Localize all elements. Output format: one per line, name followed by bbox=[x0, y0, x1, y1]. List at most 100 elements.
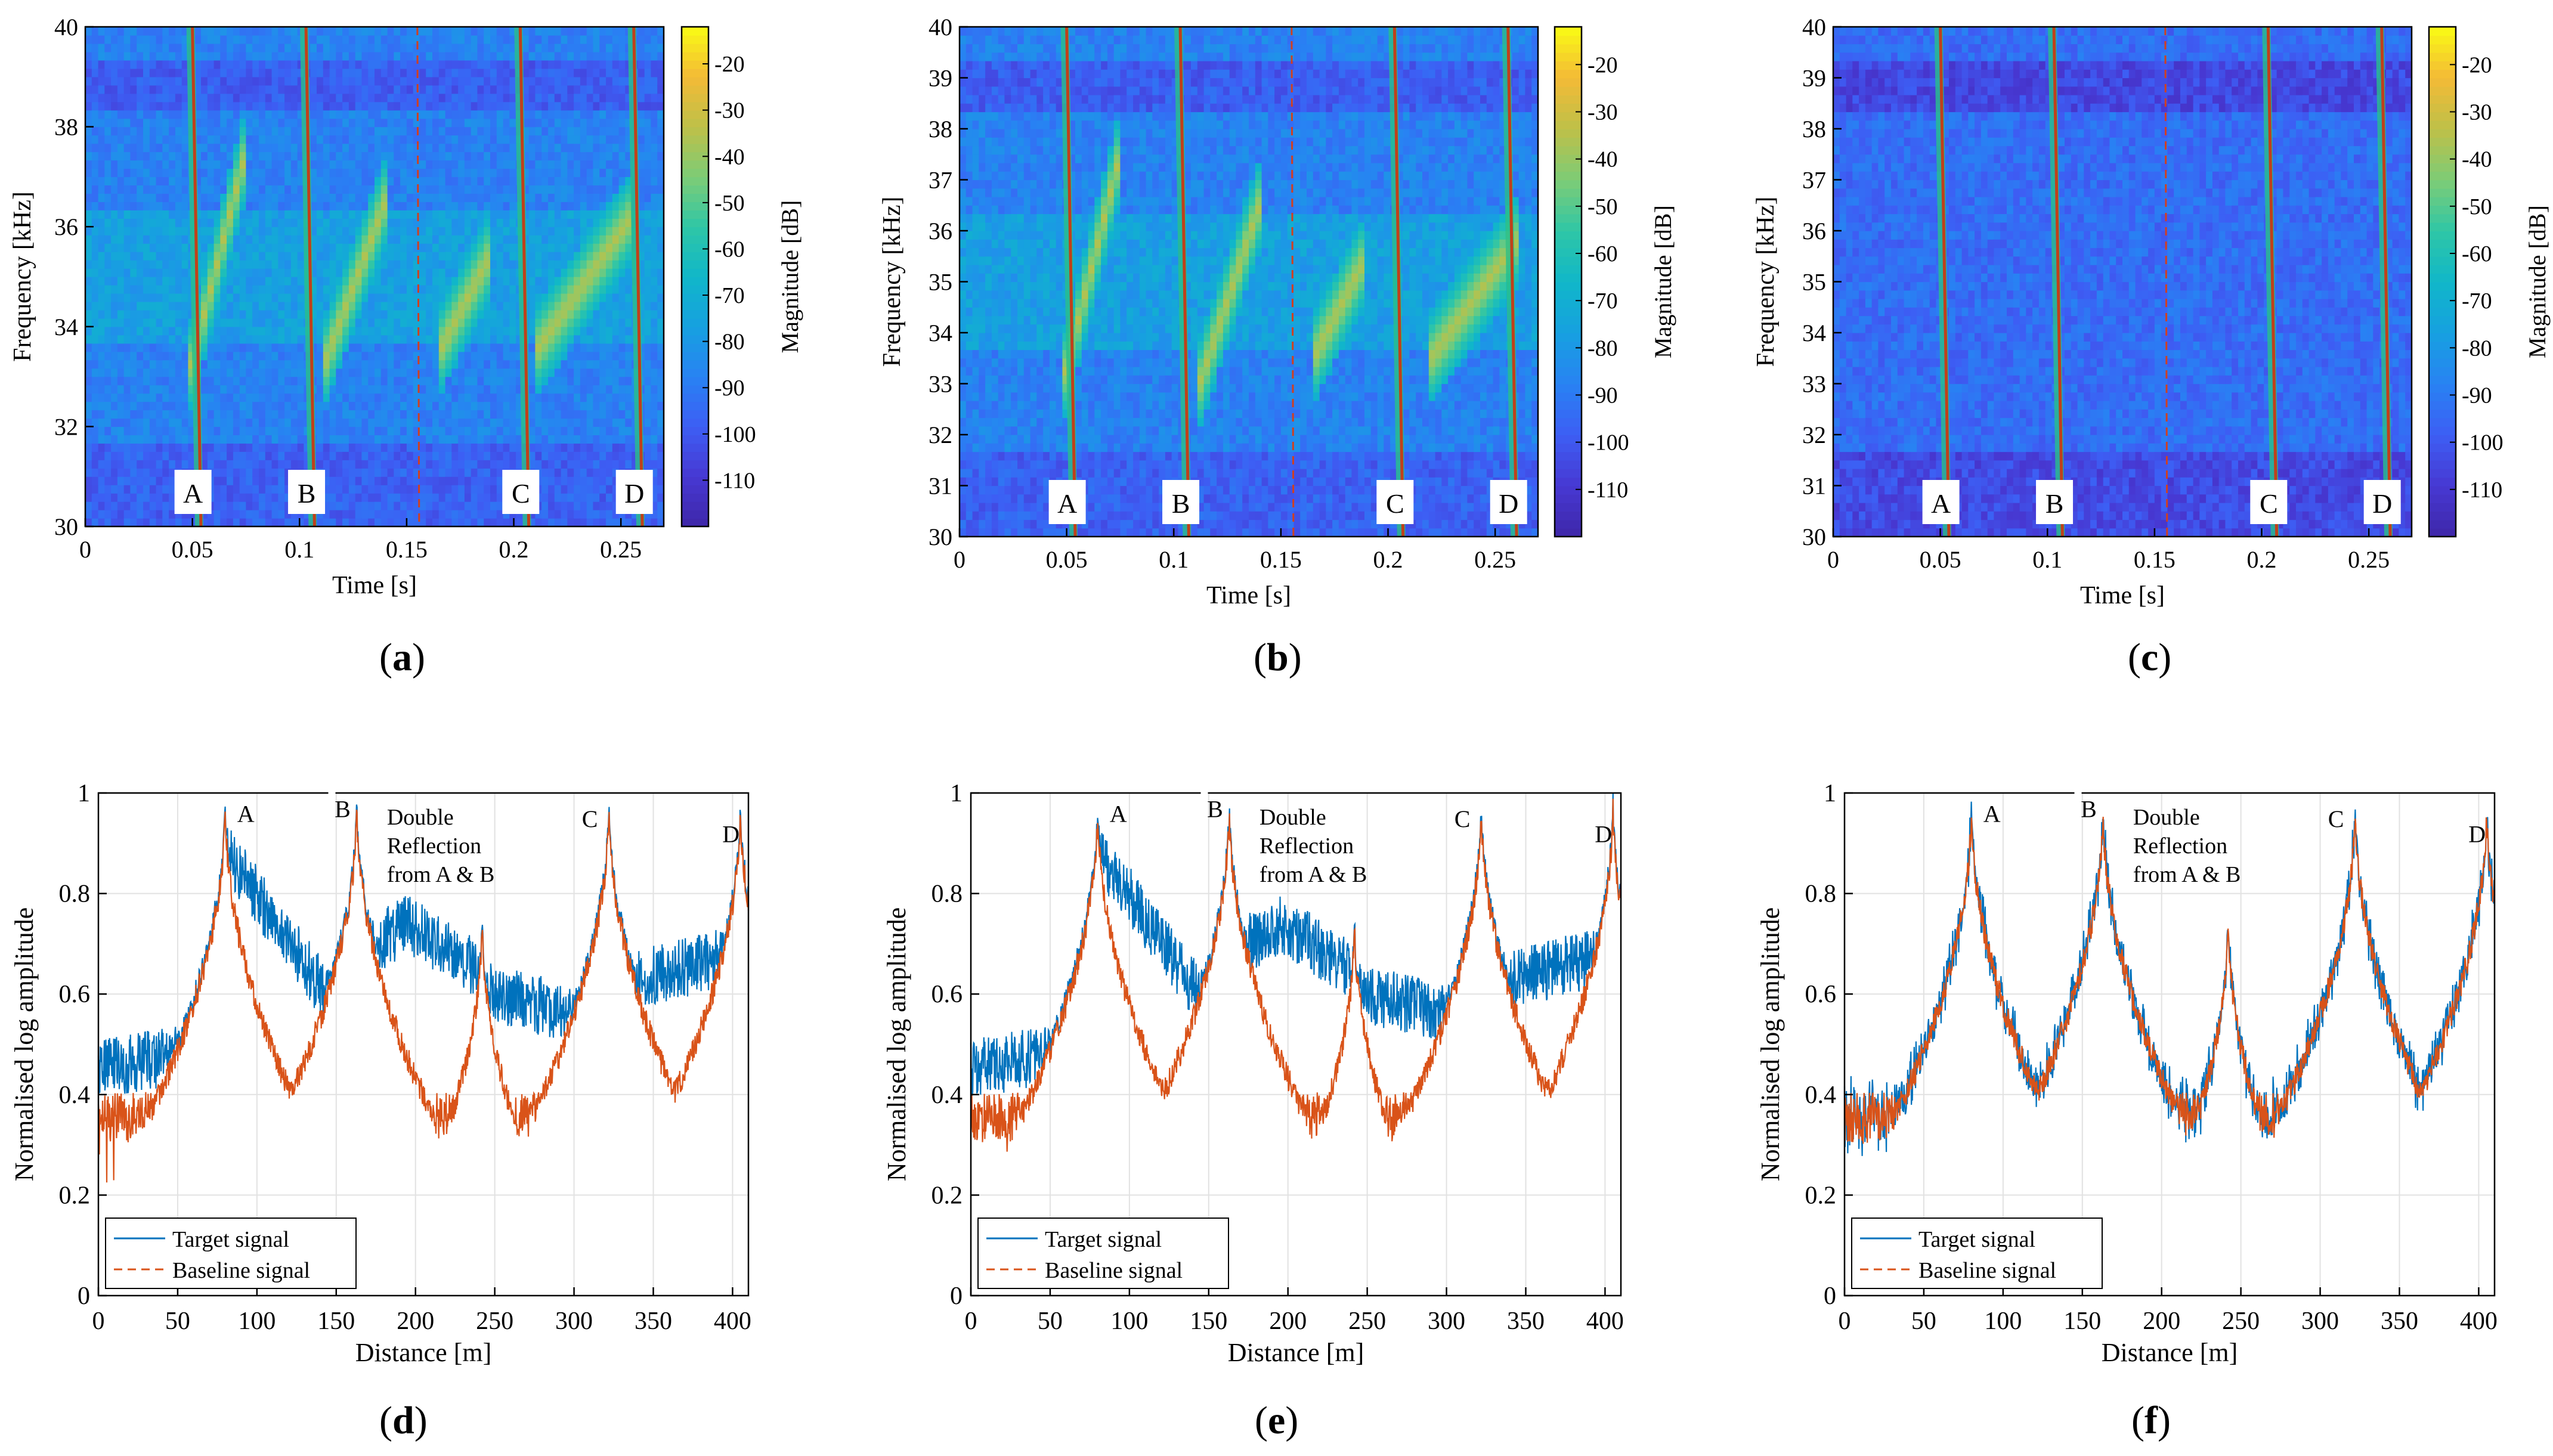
colorbar-tick-label: -110 bbox=[1587, 478, 1628, 503]
colorbar-tick-label: -40 bbox=[2462, 147, 2492, 172]
x-tick-label: 300 bbox=[555, 1308, 593, 1335]
colorbar-label: Magnitude [dB] bbox=[2524, 205, 2551, 358]
y-tick-label: 33 bbox=[1802, 371, 1826, 398]
y-tick-label: 32 bbox=[929, 422, 952, 448]
colorbar-tick-label: -90 bbox=[2462, 383, 2492, 408]
x-tick-label: 0.25 bbox=[2348, 546, 2390, 573]
double-reflection-text: Reflection bbox=[387, 834, 481, 859]
y-tick-label: 30 bbox=[54, 513, 78, 540]
y-tick-label: 0.8 bbox=[1805, 881, 1837, 908]
y-tick-label: 0.6 bbox=[1805, 981, 1837, 1008]
y-axis-label: Frequency [kHz] bbox=[9, 191, 36, 362]
x-tick-label: 0.1 bbox=[284, 536, 314, 563]
x-tick-label: 0 bbox=[92, 1308, 105, 1335]
x-tick-label: 0.1 bbox=[2032, 546, 2062, 573]
annotation-gap bbox=[2074, 789, 2081, 801]
peak-label: D bbox=[1595, 820, 1612, 847]
y-tick-label: 32 bbox=[54, 413, 78, 440]
x-tick-label: 50 bbox=[165, 1308, 190, 1335]
colorbar-tick-label: -110 bbox=[714, 468, 755, 493]
y-tick-label: 40 bbox=[54, 14, 78, 41]
colorbar: -20-30-40-50-60-70-80-90-100-110Magnitud… bbox=[682, 27, 803, 527]
legend-label-baseline: Baseline signal bbox=[1918, 1258, 2056, 1283]
x-axis-label: Distance [m] bbox=[2102, 1338, 2238, 1367]
x-tick-label: 0.05 bbox=[172, 536, 213, 563]
x-tick-label: 300 bbox=[2301, 1308, 2339, 1335]
y-tick-label: 36 bbox=[1802, 218, 1826, 244]
x-tick-label: 0 bbox=[965, 1308, 977, 1335]
y-tick-label: 32 bbox=[1802, 422, 1826, 448]
marker-label: C bbox=[1386, 488, 1404, 519]
double-reflection-text: Double bbox=[1260, 805, 1326, 830]
panel-label-e: (e) bbox=[1255, 1398, 1298, 1443]
y-tick-label: 1 bbox=[950, 780, 963, 807]
x-tick-label: 0 bbox=[79, 536, 91, 563]
x-tick-label: 0.05 bbox=[1046, 546, 1088, 573]
colorbar-label: Magnitude [dB] bbox=[1650, 205, 1676, 358]
double-reflection-text: Double bbox=[2133, 805, 2200, 830]
y-tick-label: 40 bbox=[1802, 14, 1826, 41]
colorbar-tick-label: -70 bbox=[1587, 289, 1618, 314]
y-tick-label: 35 bbox=[1802, 269, 1826, 296]
y-tick-label: 38 bbox=[929, 116, 952, 142]
x-tick-label: 250 bbox=[476, 1308, 513, 1335]
marker-label: A bbox=[1931, 488, 1951, 519]
marker-label: C bbox=[512, 478, 530, 509]
x-tick-label: 250 bbox=[2222, 1308, 2260, 1335]
colorbar-tick-label: -100 bbox=[1587, 430, 1629, 456]
y-tick-label: 0.8 bbox=[59, 881, 91, 908]
y-tick-label: 40 bbox=[929, 14, 952, 41]
x-tick-label: 200 bbox=[2143, 1308, 2180, 1335]
line-plot-f: 0 50 100 150 200 250 300 350 40000.20.40.60.81Di… bbox=[1756, 780, 2498, 1367]
y-tick-label: 0 bbox=[78, 1282, 90, 1310]
y-tick-label: 38 bbox=[54, 114, 78, 141]
y-tick-label: 0.2 bbox=[59, 1182, 91, 1209]
x-tick-label: 350 bbox=[2381, 1308, 2418, 1335]
legend-label-target: Target signal bbox=[172, 1227, 289, 1252]
x-tick-label: 0 bbox=[1827, 546, 1839, 573]
x-tick-label: 0.1 bbox=[1159, 546, 1189, 573]
x-tick-label: 0.2 bbox=[1373, 546, 1403, 573]
peak-label: D bbox=[722, 820, 739, 847]
y-tick-label: 1 bbox=[78, 780, 90, 807]
y-tick-label: 34 bbox=[929, 320, 952, 346]
marker-label: C bbox=[2260, 488, 2278, 519]
colorbar-tick-label: -100 bbox=[714, 422, 756, 447]
x-tick-label: 0.15 bbox=[2134, 546, 2176, 573]
panel-label-f: (f) bbox=[2131, 1398, 2171, 1443]
x-tick-label: 100 bbox=[238, 1308, 276, 1335]
marker-label: B bbox=[298, 478, 316, 509]
colorbar-tick-label: -50 bbox=[2462, 194, 2492, 219]
colorbar-tick-label: -20 bbox=[714, 52, 745, 77]
legend-label-baseline: Baseline signal bbox=[1045, 1258, 1183, 1283]
colorbar-tick-label: -20 bbox=[2462, 52, 2492, 78]
x-tick-label: 0.15 bbox=[1260, 546, 1302, 573]
y-tick-label: 0.6 bbox=[932, 981, 963, 1008]
peak-label: A bbox=[237, 801, 255, 828]
colorbar-tick-label: -30 bbox=[714, 98, 745, 123]
legend-label-target: Target signal bbox=[1918, 1227, 2035, 1252]
x-axis-label: Time [s] bbox=[332, 572, 417, 599]
y-tick-label: 38 bbox=[1802, 116, 1826, 142]
spectrogram-cells bbox=[960, 27, 1539, 537]
peak-label: C bbox=[1455, 806, 1471, 832]
colorbar-tick-label: -30 bbox=[2462, 100, 2492, 125]
y-tick-label: 0.2 bbox=[932, 1182, 963, 1209]
line-plot-d: 0 50 100 150 200 250 300 350 40000.20.40.60.81Di… bbox=[10, 780, 751, 1367]
y-tick-label: 0 bbox=[1824, 1282, 1836, 1310]
peak-label: A bbox=[1110, 801, 1127, 828]
x-tick-label: 0.15 bbox=[386, 536, 428, 563]
legend: Target signal Baseline signal bbox=[1852, 1218, 2102, 1288]
y-axis-label: Frequency [kHz] bbox=[1752, 197, 1780, 367]
peak-label: B bbox=[2081, 795, 2097, 822]
colorbar-tick-label: -70 bbox=[2462, 289, 2492, 314]
peak-label: A bbox=[1983, 801, 2001, 828]
x-tick-label: 100 bbox=[1110, 1308, 1148, 1335]
colorbar-tick-label: -50 bbox=[1587, 194, 1618, 219]
x-axis-label: Distance [m] bbox=[1228, 1338, 1364, 1367]
y-tick-label: 0.4 bbox=[932, 1082, 963, 1109]
y-tick-label: 39 bbox=[929, 65, 952, 92]
x-tick-label: 50 bbox=[1911, 1308, 1936, 1335]
